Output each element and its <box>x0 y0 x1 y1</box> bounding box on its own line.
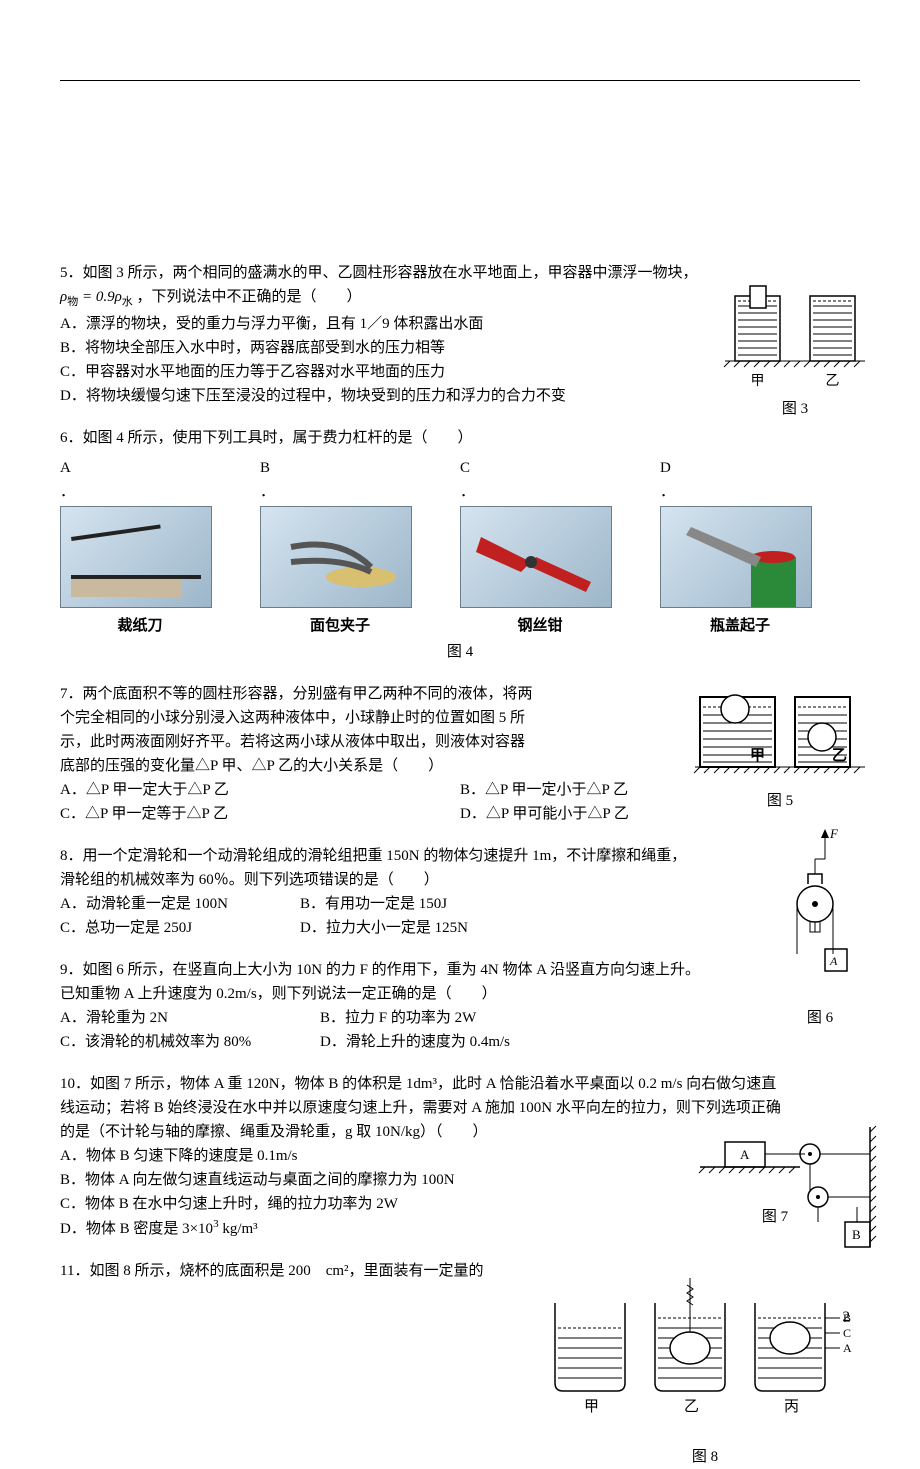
svg-text:F: F <box>829 826 839 841</box>
dot-icon: ． <box>60 480 220 504</box>
q8-optA: A．动滑轮重一定是 100N <box>60 892 300 916</box>
fig3-caption: 图 3 <box>720 397 870 421</box>
q10-stem1: 10．如图 7 所示，物体 A 重 120N，物体 B 的体积是 1dm³，此时… <box>60 1072 860 1096</box>
svg-text:A: A <box>740 1147 750 1162</box>
question-5: 甲 乙 图 3 5．如图 3 所示，两个相同的盛满水的甲、乙圆柱形容器放在水平地… <box>60 261 860 408</box>
q6-a-label: 裁纸刀 <box>60 614 220 638</box>
q9-optC: C．该滑轮的机械效率为 80% <box>60 1030 320 1054</box>
figure-7: A B 图 7 <box>690 1122 880 1229</box>
svg-text:B: B <box>852 1227 861 1242</box>
q5-mid: = 0.9ρ <box>78 289 122 305</box>
q6-stem: 6．如图 4 所示，使用下列工具时，属于费力杠杆的是（ ） <box>60 426 860 450</box>
q6-c-letter: C <box>460 460 470 476</box>
q6-image-a <box>60 506 212 608</box>
fig3-label-jia: 甲 <box>751 371 765 393</box>
q10-stem2: 线运动；若将 B 始终浸没在水中并以原速度匀速上升，需要对 A 施加 100N … <box>60 1096 860 1120</box>
svg-text:丙: 丙 <box>784 1399 799 1415</box>
svg-text:甲: 甲 <box>750 747 765 764</box>
q8-stem1: 8．用一个定滑轮和一个动滑轮组成的滑轮组把重 150N 的物体匀速提升 1m，不… <box>60 844 860 868</box>
q6-image-b <box>260 506 412 608</box>
q9-optB: B．拉力 F 的功率为 2W <box>320 1006 580 1030</box>
q6-option-d: D ． 瓶盖起子 <box>660 456 820 638</box>
q6-c-label: 钢丝钳 <box>460 614 620 638</box>
q9-stem2: 已知重物 A 上升速度为 0.2m/s，则下列说法一定正确的是（ ） <box>60 982 860 1006</box>
fig4-caption: 图 4 <box>60 640 860 664</box>
q8-stem2: 滑轮组的机械效率为 60％。则下列选项错误的是（ ） <box>60 868 860 892</box>
fig3-label-yi: 乙 <box>826 371 840 393</box>
q7-optA: A．△P 甲一定大于△P 乙 <box>60 778 460 802</box>
q9-stem1: 9．如图 6 所示，在竖直向上大小为 10N 的力 F 的作用下，重为 4N 物… <box>60 958 860 982</box>
q6-b-label: 面包夹子 <box>260 614 420 638</box>
q10-optD-pre: D．物体 B 密度是 3×10 <box>60 1221 213 1237</box>
fig8-caption: 图 8 <box>540 1445 870 1469</box>
q6-a-letter: A <box>60 460 71 476</box>
page-number: 2 <box>843 1305 851 1329</box>
q6-option-a: A ． 裁纸刀 <box>60 456 220 638</box>
dot-icon: ． <box>260 480 420 504</box>
svg-text:乙: 乙 <box>832 748 847 764</box>
q6-b-letter: B <box>260 460 270 476</box>
figure-5: 甲 乙 图 5 <box>690 682 870 813</box>
q7-optC: C．△P 甲一定等于△P 乙 <box>60 802 460 826</box>
svg-text:甲: 甲 <box>584 1399 599 1415</box>
svg-text:A: A <box>843 1341 852 1355</box>
question-6: 6．如图 4 所示，使用下列工具时，属于费力杠杆的是（ ） A ． 裁纸刀 B ． … <box>60 426 860 664</box>
fig5-caption: 图 5 <box>690 789 870 813</box>
question-7: 甲 乙 图 5 7．两个底面积不等的圆柱形容器，分别盛有甲乙两种不同的液体，将两… <box>60 682 860 826</box>
q9-optD: D．滑轮上升的速度为 0.4m/s <box>320 1030 580 1054</box>
question-9: 9．如图 6 所示，在竖直向上大小为 10N 的力 F 的作用下，重为 4N 物… <box>60 958 860 1054</box>
q5-sub2: 水 <box>122 296 133 308</box>
question-8: F A 图 6 8．用一个定滑轮和一个动滑轮组成的滑轮组把重 150N <box>60 844 860 940</box>
figure-3: 甲 乙 图 3 <box>720 271 870 421</box>
page-root: 甲 乙 图 3 5．如图 3 所示，两个相同的盛满水的甲、乙圆柱形容器放在水平地… <box>0 0 920 1357</box>
question-10: A B 图 7 <box>60 1072 860 1241</box>
svg-text:乙: 乙 <box>684 1399 699 1415</box>
q10-optD-post: kg/m³ <box>219 1221 258 1237</box>
q8-optD: D．拉力大小一定是 125N <box>300 916 540 940</box>
q6-image-c <box>460 506 612 608</box>
top-rule <box>60 80 860 81</box>
q6-option-b: B ． 面包夹子 <box>260 456 420 638</box>
q9-optA: A．滑轮重为 2N <box>60 1006 320 1030</box>
q8-optB: B．有用功一定是 150J <box>300 892 540 916</box>
question-11: 11．如图 8 所示，烧杯的底面积是 200 cm²，里面装有一定量的 <box>60 1259 860 1299</box>
q8-optC: C．总功一定是 250J <box>60 916 300 940</box>
dot-icon: ． <box>660 480 820 504</box>
q6-image-d <box>660 506 812 608</box>
q5-sub1: 物 <box>67 296 78 308</box>
dot-icon: ． <box>460 480 620 504</box>
q6-d-label: 瓶盖起子 <box>660 614 820 638</box>
q6-d-letter: D <box>660 460 671 476</box>
q5-suffix: ，下列说法中不正确的是（ ） <box>133 289 362 305</box>
q6-option-c: C ． 钢丝钳 <box>460 456 620 638</box>
